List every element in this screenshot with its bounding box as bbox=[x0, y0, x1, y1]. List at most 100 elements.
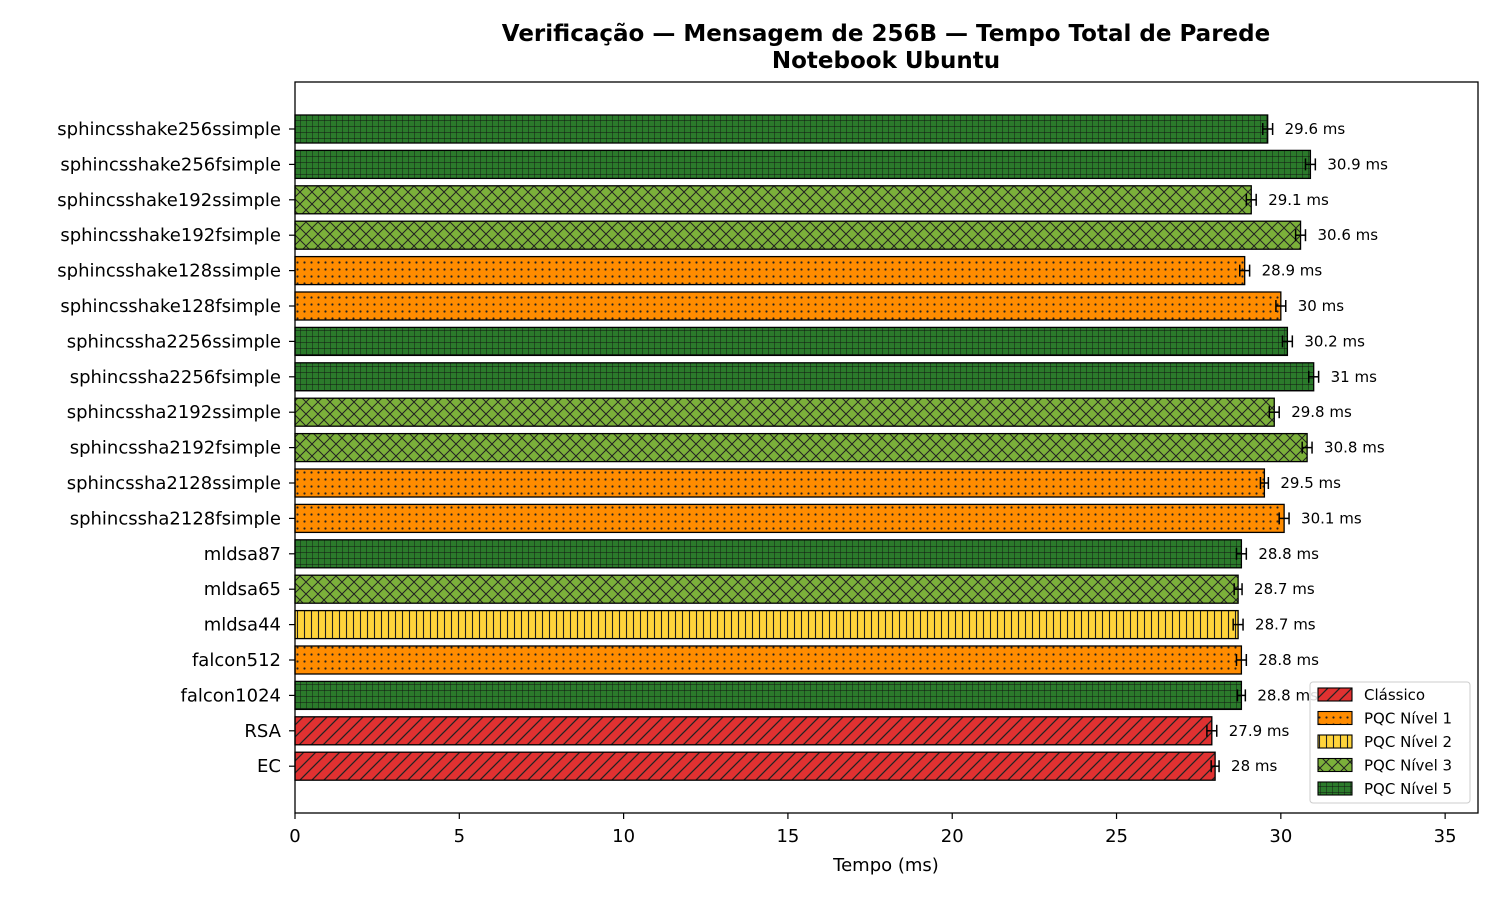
error-bar-sphincssha2128fsimple bbox=[1278, 512, 1290, 525]
bar-sphincssha2192fsimple bbox=[294, 432, 1308, 463]
legend-label: PQC Nível 3 bbox=[1364, 757, 1452, 775]
y-tick-label: sphincssha2128fsimple bbox=[70, 508, 281, 529]
x-tick-label: 20 bbox=[941, 826, 964, 847]
value-label: 28.7 ms bbox=[1255, 616, 1316, 634]
error-bar-sphincssha2128ssimple bbox=[1259, 477, 1270, 489]
error-bar-mldsa44 bbox=[1232, 618, 1244, 631]
value-label: 28 ms bbox=[1231, 757, 1277, 775]
y-tick-label: sphincsshake256ssimple bbox=[57, 119, 281, 140]
bar-falcon512 bbox=[294, 645, 1243, 675]
bar-sphincsshake192fsimple bbox=[294, 220, 1302, 250]
legend-label: PQC Nível 5 bbox=[1364, 780, 1452, 798]
x-tick-label: 5 bbox=[454, 826, 465, 847]
error-bar-sphincssha2256fsimple bbox=[1308, 370, 1320, 383]
legend-swatch bbox=[1317, 781, 1353, 796]
bar-sphincssha2128ssimple bbox=[294, 468, 1266, 498]
value-label: 30.9 ms bbox=[1327, 155, 1388, 173]
value-label: 29.8 ms bbox=[1291, 403, 1352, 421]
y-tick-label: sphincssha2192ssimple bbox=[67, 402, 281, 423]
x-tick-label: 10 bbox=[612, 826, 635, 847]
x-tick-label: 30 bbox=[1269, 826, 1292, 847]
y-tick-label: falcon512 bbox=[192, 650, 281, 671]
value-label: 27.9 ms bbox=[1229, 722, 1290, 740]
bar-sphincssha2128fsimple bbox=[294, 503, 1285, 534]
error-bar-sphincssha2256ssimple bbox=[1281, 335, 1294, 348]
bar-sphincsshake128ssimple bbox=[294, 255, 1246, 286]
y-tick-label: sphincsshake128fsimple bbox=[60, 296, 281, 317]
error-bar-falcon512 bbox=[1235, 654, 1248, 666]
y-tick-label: sphincsshake192ssimple bbox=[57, 190, 281, 211]
error-bar-sphincsshake192fsimple bbox=[1294, 229, 1307, 242]
value-label: 28.8 ms bbox=[1258, 545, 1319, 563]
value-label: 30.6 ms bbox=[1317, 226, 1378, 244]
bar-falcon1024 bbox=[294, 680, 1243, 711]
error-bar-mldsa65 bbox=[1233, 583, 1243, 596]
error-bar-EC bbox=[1210, 760, 1220, 773]
legend-swatch bbox=[1317, 757, 1353, 773]
x-tick-label: 25 bbox=[1105, 826, 1128, 847]
x-tick-label: 15 bbox=[776, 826, 799, 847]
value-label: 28.8 ms bbox=[1258, 651, 1319, 669]
y-axis-ticks: sphincsshake256ssimple sphincsshake256fsi… bbox=[57, 119, 295, 777]
bar-EC bbox=[294, 751, 1216, 781]
x-tick-label: 0 bbox=[289, 826, 300, 847]
x-axis-ticks: 0 5 10 15 20 25 30 35 bbox=[289, 813, 1457, 847]
y-tick-label: mldsa65 bbox=[204, 579, 281, 600]
value-label: 30 ms bbox=[1298, 297, 1344, 315]
legend: Clássico PQC Nível 1 PQC Nível 2 PQC Nível … bbox=[1309, 681, 1471, 804]
bars-layer bbox=[294, 114, 1320, 781]
y-tick-label: sphincssha2192fsimple bbox=[70, 438, 281, 459]
value-label: 28.9 ms bbox=[1262, 262, 1323, 280]
error-bar-sphincsshake128fsimple bbox=[1275, 300, 1287, 312]
bar-mldsa87 bbox=[294, 539, 1243, 569]
x-axis-label: Tempo (ms) bbox=[832, 855, 939, 876]
legend-label: Clássico bbox=[1364, 686, 1425, 704]
y-tick-label: EC bbox=[257, 756, 281, 777]
value-label: 29.1 ms bbox=[1268, 191, 1329, 209]
legend-label: PQC Nível 2 bbox=[1364, 733, 1452, 751]
error-bar-mldsa87 bbox=[1235, 547, 1248, 560]
value-label: 30.2 ms bbox=[1304, 332, 1365, 350]
y-tick-label: sphincssha2128ssimple bbox=[67, 473, 281, 494]
error-bar-sphincssha2192ssimple bbox=[1268, 406, 1280, 419]
error-bar-sphincsshake128ssimple bbox=[1239, 264, 1251, 277]
legend-swatch bbox=[1317, 687, 1353, 702]
y-tick-label: falcon1024 bbox=[181, 685, 282, 706]
x-tick-label: 35 bbox=[1434, 826, 1457, 847]
bar-mldsa65 bbox=[294, 574, 1239, 604]
bar-sphincssha2192ssimple bbox=[294, 397, 1275, 427]
y-tick-label: sphincsshake128ssimple bbox=[57, 261, 281, 282]
legend-swatch bbox=[1317, 734, 1353, 749]
error-bar-falcon1024 bbox=[1236, 689, 1247, 702]
value-label: 29.5 ms bbox=[1280, 474, 1341, 492]
value-label: 30.8 ms bbox=[1324, 439, 1385, 457]
bar-sphincsshake192ssimple bbox=[294, 185, 1252, 215]
chart-title: Verificação — Mensagem de 256B — Tempo T… bbox=[502, 21, 1270, 47]
bar-sphincssha2256fsimple bbox=[294, 362, 1315, 392]
legend-swatch bbox=[1317, 710, 1353, 726]
y-tick-label: sphincsshake256fsimple bbox=[60, 154, 281, 175]
chart-subtitle: Notebook Ubuntu bbox=[772, 48, 1000, 74]
bar-mldsa44 bbox=[294, 609, 1239, 640]
error-bar-sphincssha2192fsimple bbox=[1301, 441, 1313, 454]
bar-sphincsshake256fsimple bbox=[294, 149, 1312, 180]
error-bar-sphincsshake192ssimple bbox=[1245, 193, 1257, 206]
bar-sphincsshake256ssimple bbox=[294, 114, 1269, 144]
y-tick-label: sphincsshake192fsimple bbox=[60, 225, 281, 246]
value-label: 28.8 ms bbox=[1257, 686, 1318, 704]
value-labels-layer: 29.6 ms 30.9 ms 29.1 ms 30.6 ms 28.9 ms 30 ms… bbox=[1229, 120, 1388, 775]
error-bar-sphincsshake256ssimple bbox=[1262, 123, 1274, 135]
y-tick-label: mldsa87 bbox=[204, 544, 281, 565]
value-label: 29.6 ms bbox=[1285, 120, 1346, 138]
bar-sphincssha2256ssimple bbox=[294, 326, 1289, 357]
value-label: 30.1 ms bbox=[1301, 509, 1362, 527]
value-label: 28.7 ms bbox=[1254, 580, 1315, 598]
y-tick-label: mldsa44 bbox=[204, 615, 281, 636]
y-tick-label: sphincssha2256ssimple bbox=[67, 331, 281, 352]
y-tick-label: RSA bbox=[244, 721, 281, 742]
bar-RSA bbox=[294, 716, 1213, 746]
plot-frame bbox=[294, 81, 1479, 814]
error-bar-sphincsshake256fsimple bbox=[1304, 158, 1317, 171]
